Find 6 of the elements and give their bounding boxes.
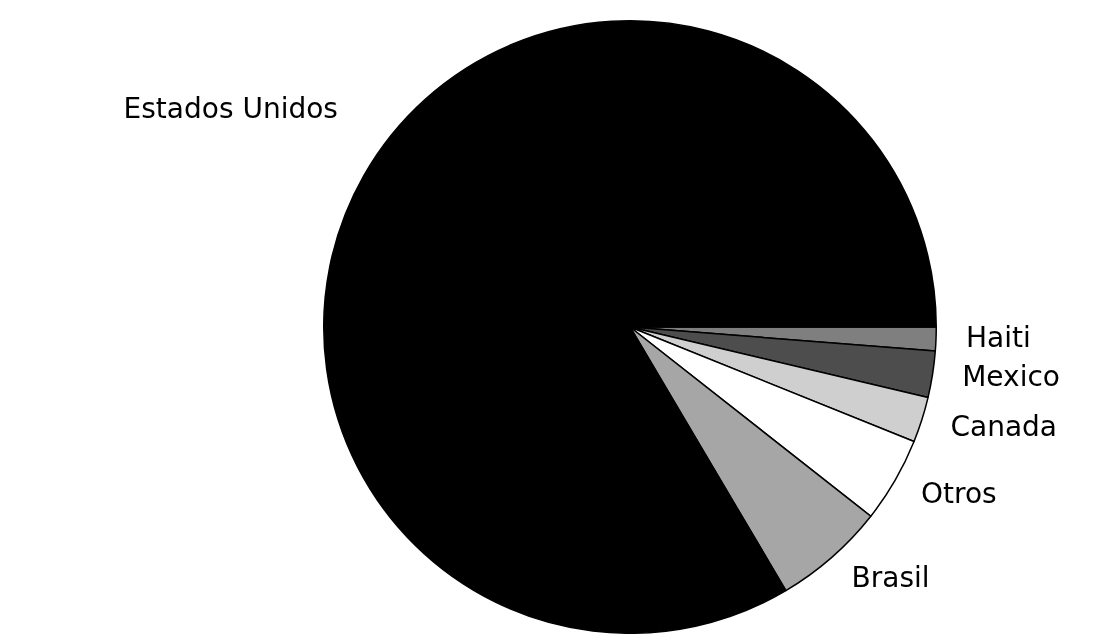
slice-label: Haiti [965,321,1031,355]
slice-label: Estados Unidos [123,91,338,125]
slice-label: Canada [950,410,1057,444]
slice-label: Mexico [962,360,1060,394]
slice-label: Brasil [851,561,930,595]
slice-label: Otros [921,476,997,510]
